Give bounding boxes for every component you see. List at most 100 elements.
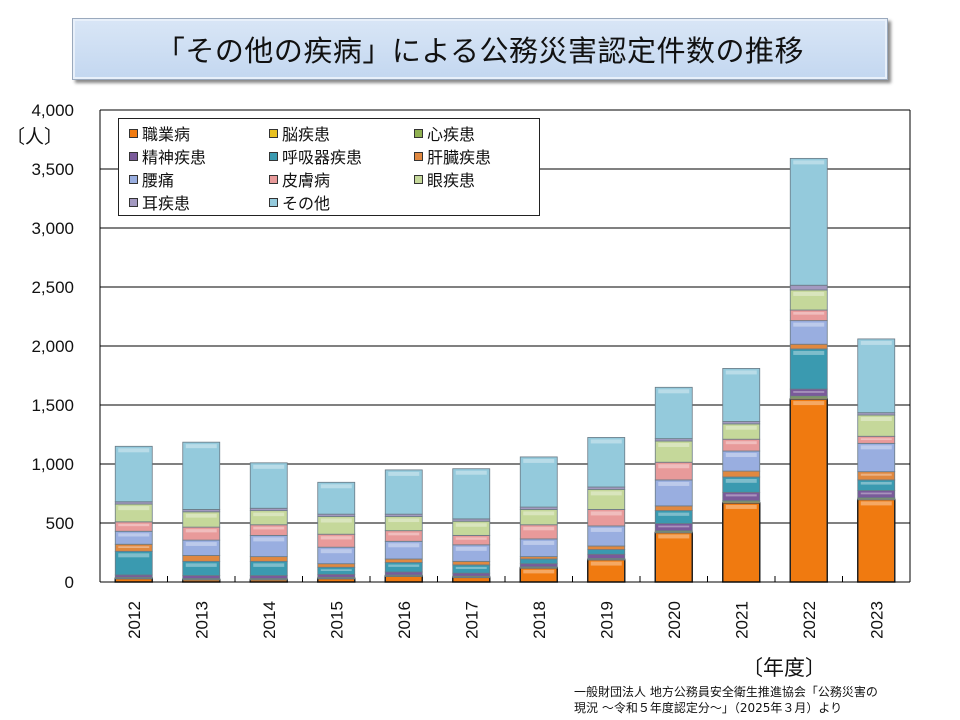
legend-label: 腰痛 [142,171,175,190]
bar-highlight [185,513,217,518]
bar-segment [789,284,828,291]
legend-swatch [129,128,138,138]
bar-segment [182,441,221,510]
x-tick-label: 2015 [327,601,346,639]
legend-item: 耳疾患 [129,190,190,214]
bar-segment [249,556,288,562]
bar-highlight [658,525,690,528]
bar-highlight [388,543,420,548]
bar-highlight [725,494,757,497]
y-tick-label: 0 [65,573,74,592]
bar-segment [654,510,693,524]
bar-highlight [793,291,825,296]
bar-stack-2017 [452,468,491,583]
bar-highlight [658,481,690,486]
bar-highlight [523,511,555,516]
bar-segment [114,521,153,532]
legend-item: 心疾患 [414,121,475,145]
legend-item: 呼吸器疾患 [269,144,362,168]
bar-highlight [725,370,757,375]
bar-stack-2016 [384,469,423,583]
bar-segment [114,445,153,503]
bar-highlight [320,484,352,489]
legend-swatch [269,174,278,184]
bar-segment [114,530,153,545]
x-tick-labels: 2012 2013 2014 2015 2016 2017 2018 2019 2020 2021… [125,601,887,639]
bar-segment [249,524,288,536]
x-tick-label: 2020 [665,601,684,639]
bar-highlight [860,481,892,485]
bar-segment [317,573,356,578]
bar-highlight [320,518,352,523]
bar-highlight [320,549,352,554]
bar-highlight [590,561,622,566]
legend-label: 肝臓疾患 [427,148,492,167]
y-tick-label: 1,500 [31,396,74,415]
x-tick-label: 2021 [732,601,751,639]
x-tick-label: 2017 [462,601,481,639]
bar-segment [452,468,491,520]
x-tick-label: 2022 [800,601,819,639]
x-tick-label: 2014 [260,601,279,639]
bar-highlight [590,527,622,532]
legend-label: 眼疾患 [427,171,476,190]
bar-highlight [725,478,757,483]
bar-highlight [185,563,217,567]
x-tick-label: 2018 [530,601,549,639]
bar-highlight [658,534,690,539]
bar-highlight [388,471,420,476]
bar-segment [857,498,896,583]
bar-highlight [118,448,150,453]
bar-highlight [523,458,555,463]
bar-segment [587,437,626,488]
legend-item: その他 [269,190,330,214]
bar-segment [249,575,288,579]
bar-segment [654,505,693,512]
bar-highlight [523,569,555,574]
bar-segment [384,558,423,563]
legend-label: 耳疾患 [142,194,191,213]
bar-segment [452,560,491,566]
legend-item: 眼疾患 [414,167,475,191]
bar-highlight [793,391,825,393]
bar-stack-2015 [317,481,356,583]
bar-segment [452,534,491,546]
bar-segment [317,563,356,568]
bar-segment [722,491,761,501]
y-tick-label: 500 [46,514,74,533]
bar-stack-2018 [519,456,558,583]
source-line-1: 一般財団法人 地方公務員安全衛生推進協会「公務災害の [574,685,878,699]
bar-stack-2013 [182,441,221,583]
bar-highlight [793,401,825,406]
bar-highlight [455,470,487,475]
legend-swatch [129,174,138,184]
bar-highlight [590,439,622,444]
legend-swatch [414,128,423,138]
bar-highlight [860,501,892,506]
bar-highlight [455,546,487,551]
legend-item: 肝臓疾患 [414,144,491,168]
bar-segment [587,545,626,550]
bar-stack-2022 [789,157,828,583]
legend-label: 精神疾患 [142,148,207,167]
bar-highlight [320,569,352,572]
bar-segment [789,343,828,350]
bar-segment [654,386,693,440]
bar-stack-2023 [857,338,896,583]
bar-highlight [860,438,892,441]
bar-segment [317,533,356,548]
bar-segment [182,575,221,579]
x-axis-label: 〔年度〕 [742,656,826,680]
bar-segment [452,564,491,574]
source-note: 一般財団法人 地方公務員安全衛生推進協会「公務災害の 現況 ～令和５年度認定分～… [574,684,878,716]
bar-highlight [658,389,690,394]
y-tick-label: 2,500 [31,278,74,297]
bar-segment [587,553,626,559]
bar-highlight [860,417,892,422]
bar-highlight [860,492,892,495]
legend-label: 皮膚病 [282,171,331,190]
bar-highlight [590,491,622,496]
chart-title: 「その他の疾病」による公務災害認定件数の推移 [155,34,805,68]
bar-highlight [793,322,825,327]
